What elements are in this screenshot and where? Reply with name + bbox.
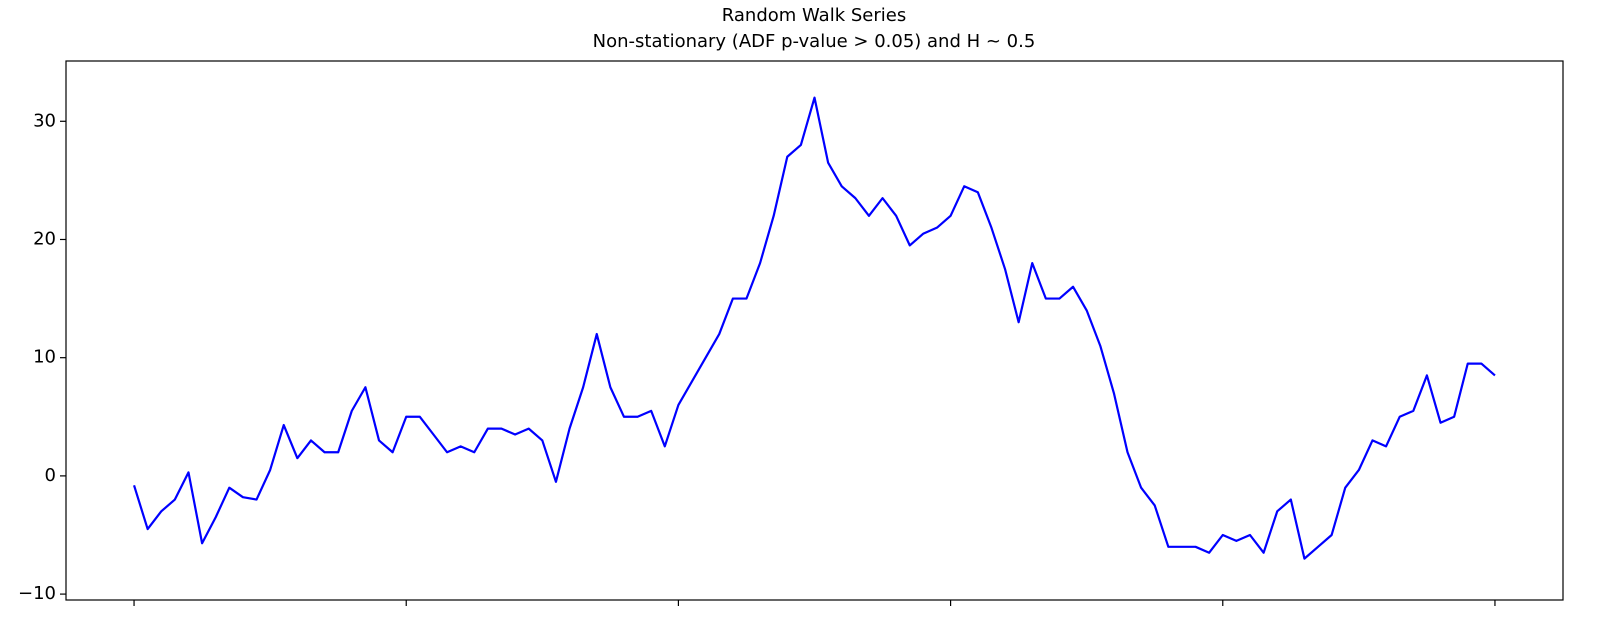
chart-title: Random Walk Series bbox=[722, 5, 906, 26]
y-tick-label: 20 bbox=[33, 228, 56, 249]
chart-subtitle: Non-stationary (ADF p-value > 0.05) and … bbox=[593, 31, 1036, 52]
y-tick-label: 0 bbox=[45, 465, 56, 486]
plot-frame bbox=[65, 60, 1564, 601]
line-series bbox=[132, 96, 1496, 560]
y-tick-label: −10 bbox=[18, 583, 56, 604]
y-tick-label: 30 bbox=[33, 110, 56, 131]
y-tick-label: 10 bbox=[33, 347, 56, 368]
